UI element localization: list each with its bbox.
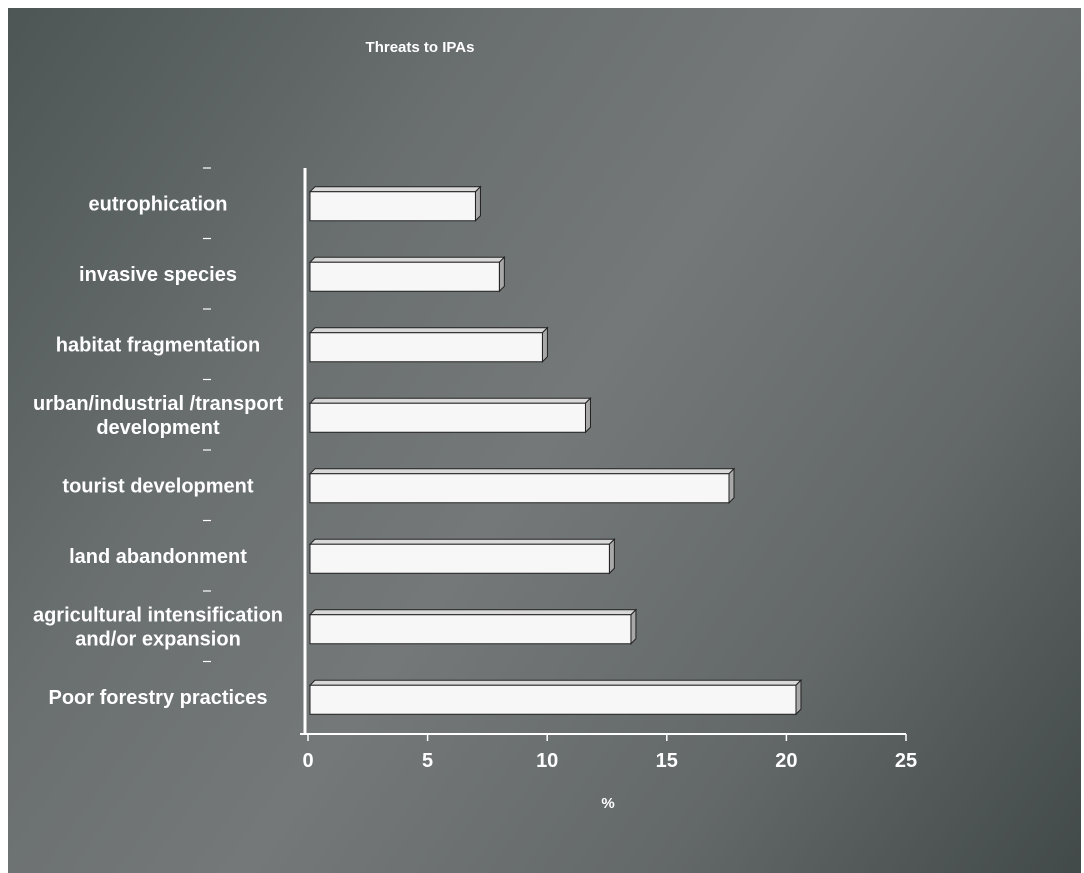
bar-top-face [308,186,482,193]
bar [308,538,616,575]
bar-top-face [308,327,549,334]
bar-front-face [309,473,730,504]
bar [308,679,803,716]
bar-front-face [309,402,586,433]
bar-top-face [308,538,616,545]
bar-side-face [584,397,591,434]
bar-side-face [795,679,802,716]
x-tick-label: 0 [302,750,313,772]
bars-group [308,185,803,716]
category-label: eutrophication [89,193,228,215]
bar [308,256,506,293]
axes-group: 0 5 10 15 20 25 [203,167,917,772]
bar-front-face [309,614,632,645]
category-label: Poor forestry practices [49,687,268,709]
category-label: urban/industrial /transport [33,393,283,415]
bar-front-face [309,543,610,574]
slide-background: Threats to IPAs eutrophication invasive s… [8,8,1081,873]
bar-side-face [474,185,481,222]
bar-side-face [630,608,637,645]
bar-front-face [309,332,543,363]
bar-front-face [309,261,500,292]
bar [308,467,736,504]
bar-top-face [308,256,506,263]
category-label: land abandonment [69,546,247,568]
bar-side-face [541,326,548,363]
bar-side-face [608,538,615,575]
chart-title: Threats to IPAs [366,39,475,56]
x-tick-label: 15 [656,750,678,772]
bar-front-face [309,191,476,222]
bar-chart: Threats to IPAs eutrophication invasive s… [33,39,917,812]
bar [308,397,592,434]
bar-front-face [309,684,797,715]
x-tick-label: 25 [895,750,917,772]
bar-top-face [308,397,592,404]
category-label: habitat fragmentation [56,334,260,356]
bar [308,608,638,645]
x-tick-label: 10 [536,750,558,772]
category-label: and/or expansion [75,628,241,650]
category-label: development [96,417,220,439]
x-tick-label: 5 [422,750,433,772]
category-labels: eutrophication invasive species habitat fr… [33,193,283,709]
bar [308,185,482,222]
category-label: tourist development [62,475,253,497]
category-label: invasive species [79,264,237,286]
bar-side-face [728,467,735,504]
bar-top-face [308,679,803,686]
bar-top-face [308,468,736,475]
bar-side-face [498,256,505,293]
bar-top-face [308,609,638,616]
category-label: agricultural intensification [33,604,283,626]
x-tick-label: 20 [775,750,797,772]
bar [308,326,549,363]
x-axis-title: % [601,795,614,812]
